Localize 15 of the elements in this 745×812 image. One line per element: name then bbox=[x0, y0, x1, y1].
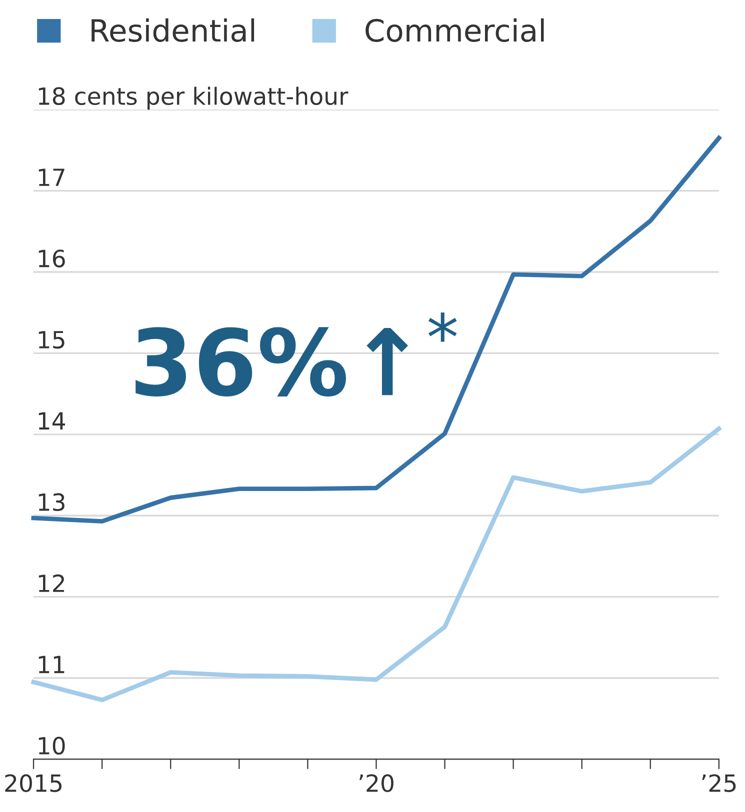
x-tick-label: 2015 bbox=[5, 774, 62, 792]
y-tick-label: 15 bbox=[38, 331, 64, 349]
y-tick-label: 14 bbox=[38, 412, 66, 430]
legend-label: Commercial bbox=[366, 18, 544, 42]
y-tick-label: 16 bbox=[38, 250, 65, 268]
y-tick-label: 13 bbox=[38, 493, 64, 512]
annotation: 36%↑$^{*}$ bbox=[136, 312, 457, 396]
legend-label: Residential bbox=[92, 18, 254, 42]
x-tick-label: ’20 bbox=[360, 774, 394, 792]
y-tick-label: 17 bbox=[38, 168, 64, 186]
y-tick-label: 12 bbox=[38, 574, 64, 592]
x-tick-label: ’25 bbox=[702, 774, 736, 792]
y-tick-label: 10 bbox=[38, 736, 65, 755]
y-tick-label: 18 cents per kilowatt-hour bbox=[38, 86, 348, 110]
y-tick-label: 11 bbox=[38, 656, 64, 674]
